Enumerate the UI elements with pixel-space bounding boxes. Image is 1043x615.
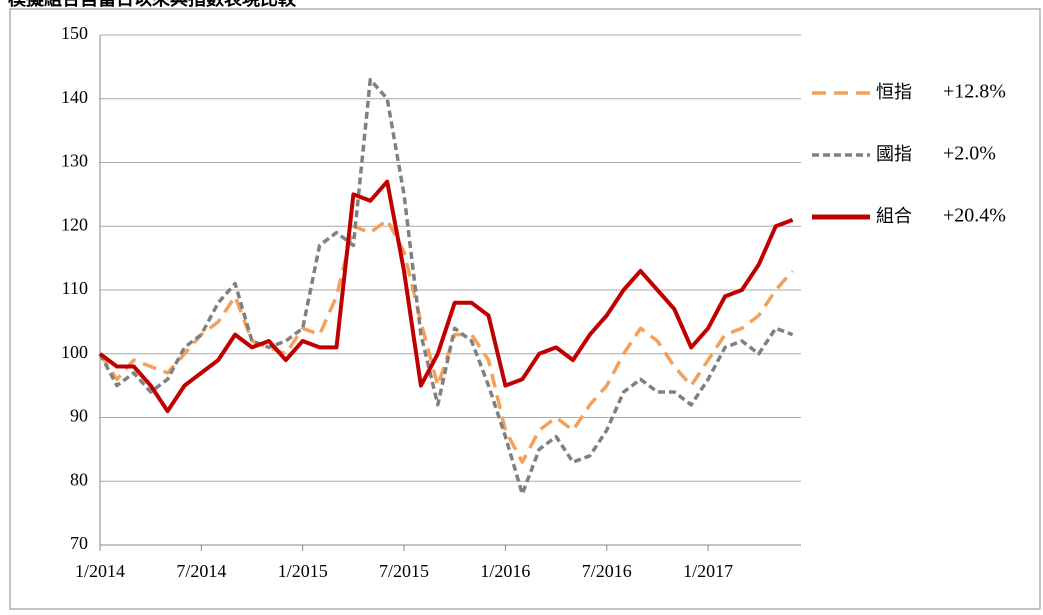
y-tick-label: 100 bbox=[61, 342, 88, 362]
legend-label: 恒指 bbox=[876, 82, 912, 103]
series-line bbox=[98, 179, 794, 414]
x-tick-label: 7/2016 bbox=[582, 561, 632, 581]
x-tick-label: 1/2015 bbox=[278, 561, 328, 581]
legend-change: +2.0% bbox=[943, 143, 996, 165]
y-tick-label: 140 bbox=[61, 87, 88, 107]
x-tick-label: 1/2017 bbox=[683, 561, 733, 581]
series-line bbox=[98, 218, 794, 464]
y-tick-label: 110 bbox=[62, 278, 88, 298]
y-tick-label: 150 bbox=[61, 23, 88, 43]
legend-change: +12.8% bbox=[943, 81, 1006, 103]
y-tick-label: 80 bbox=[70, 469, 88, 489]
legend-label: 國指 bbox=[876, 144, 912, 165]
y-tick-label: 120 bbox=[61, 214, 88, 234]
chart-frame bbox=[9, 8, 1041, 610]
x-tick-label: 1/2016 bbox=[480, 561, 530, 581]
y-tick-label: 70 bbox=[70, 533, 88, 553]
x-tick-label: 7/2015 bbox=[379, 561, 429, 581]
chart-title: 模擬組合自當日以來與指數表現比較 bbox=[8, 0, 297, 10]
series-line bbox=[98, 77, 794, 496]
legend-change: +20.4% bbox=[943, 205, 1006, 227]
y-tick-label: 90 bbox=[70, 406, 88, 426]
x-tick-label: 7/2014 bbox=[176, 561, 226, 581]
legend-label: 組合 bbox=[876, 206, 912, 227]
y-tick-label: 130 bbox=[61, 151, 88, 171]
x-tick-label: 1/2014 bbox=[75, 561, 125, 581]
